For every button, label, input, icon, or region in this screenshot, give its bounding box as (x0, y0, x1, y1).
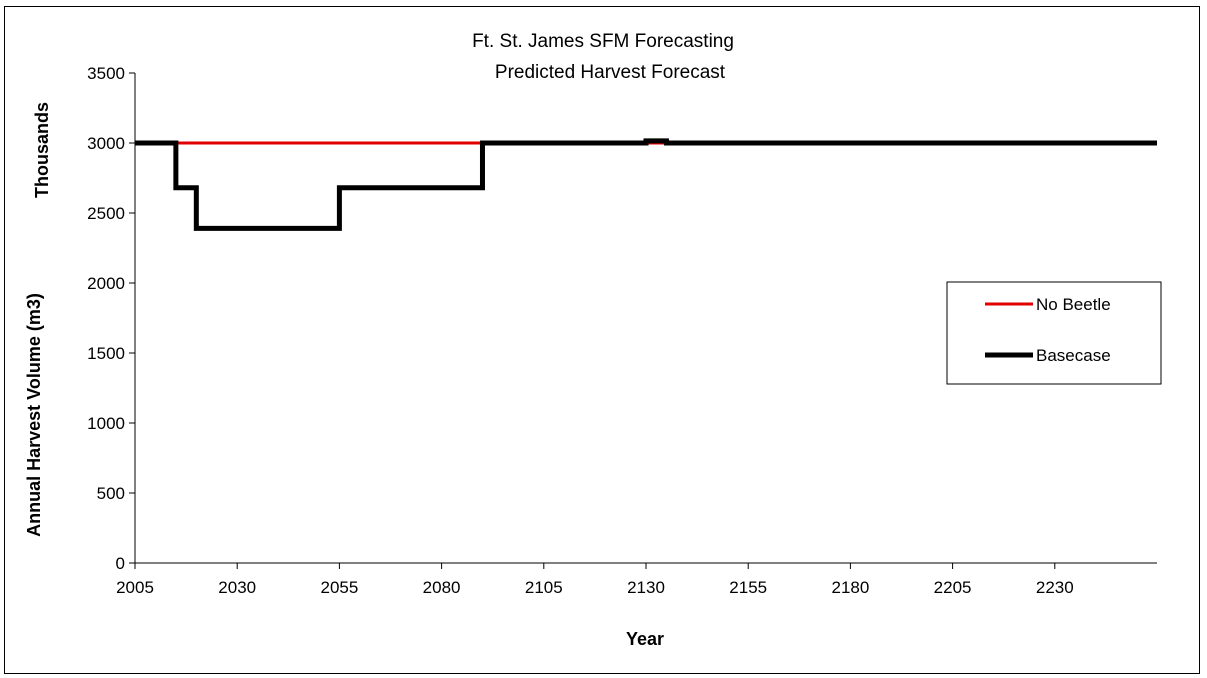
x-tick-label: 2130 (627, 578, 665, 597)
x-tick-label: 2105 (525, 578, 563, 597)
legend: No Beetle Basecase (946, 281, 1162, 385)
legend-label-no-beetle: No Beetle (1036, 295, 1111, 314)
x-tick-label: 2005 (116, 578, 154, 597)
series-line-basecase (135, 138, 1157, 231)
legend-label-basecase: Basecase (1036, 346, 1111, 365)
chart-subtitle: Predicted Harvest Forecast (495, 62, 726, 83)
y-tick-label: 3500 (87, 64, 125, 83)
x-axis-title: Year (626, 629, 664, 649)
x-tick-label: 2030 (218, 578, 256, 597)
legend-box (946, 281, 1162, 385)
x-tick-label: 2080 (423, 578, 461, 597)
x-tick-label: 2205 (934, 578, 972, 597)
y-axis-units: Thousands (32, 102, 52, 198)
y-tick-label: 3000 (87, 134, 125, 153)
y-axis-ticks: 0 500 1000 1500 2000 2500 3000 3500 (87, 64, 135, 573)
y-tick-label: 2500 (87, 204, 125, 223)
x-axis-ticks: 2005 2030 2055 2080 2105 2130 2155 2180 2205 2230 (116, 563, 1074, 597)
chart-title: Ft. St. James SFM Forecasting (472, 31, 734, 52)
y-axis-title: Annual Harvest Volume (m3) (24, 293, 44, 537)
x-tick-label: 2230 (1036, 578, 1074, 597)
x-tick-label: 2180 (831, 578, 869, 597)
y-tick-label: 500 (97, 484, 125, 503)
x-tick-label: 2155 (729, 578, 767, 597)
y-tick-label: 1000 (87, 414, 125, 433)
y-tick-label: 1500 (87, 344, 125, 363)
series-layer (135, 138, 1157, 231)
x-tick-label: 2055 (320, 578, 358, 597)
y-tick-label: 2000 (87, 274, 125, 293)
y-tick-label: 0 (116, 554, 125, 573)
